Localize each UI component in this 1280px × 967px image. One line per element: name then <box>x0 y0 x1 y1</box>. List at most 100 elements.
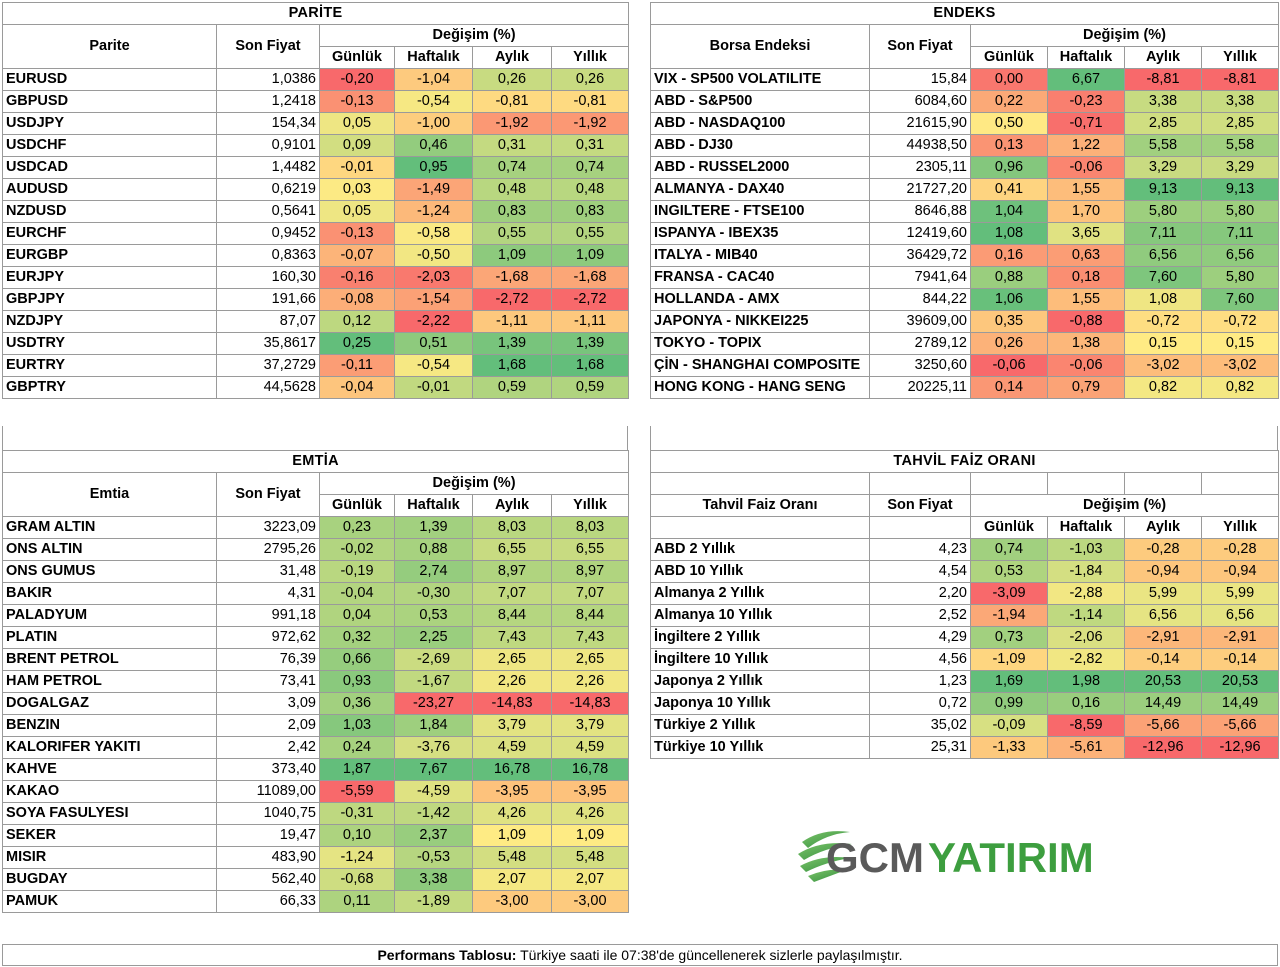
endeks-daily-header: Günlük <box>970 46 1048 69</box>
monthly-change: 5,48 <box>472 846 552 869</box>
yearly-change: 6,56 <box>1200 604 1280 627</box>
yearly-change: 2,85 <box>1200 112 1280 135</box>
weekly-change: -1,03 <box>1047 538 1125 561</box>
yearly-change: 0,83 <box>550 200 630 223</box>
last-price: 1,0386 <box>216 68 320 91</box>
daily-change: 0,13 <box>970 134 1048 157</box>
globe-swoosh-icon <box>798 831 852 882</box>
yearly-change: -1,68 <box>550 266 630 289</box>
parite-monthly-header: Aylık <box>472 46 552 69</box>
last-price: 8646,88 <box>869 200 971 223</box>
weekly-change: 0,88 <box>394 538 473 561</box>
instrument-name: AUDUSD <box>2 178 217 201</box>
yearly-change: -0,94 <box>1200 560 1280 583</box>
monthly-change: 3,29 <box>1124 156 1202 179</box>
weekly-change: -2,06 <box>1047 626 1125 649</box>
daily-change: -0,02 <box>319 538 395 561</box>
last-price: 44938,50 <box>869 134 971 157</box>
monthly-change: 5,58 <box>1124 134 1202 157</box>
daily-change: 0,53 <box>970 560 1048 583</box>
last-price: 972,62 <box>216 626 320 649</box>
daily-change: -0,19 <box>319 560 395 583</box>
table-row: Japonya 2 Yıllık 1,23 1,69 1,98 20,53 20,53 <box>650 670 1280 693</box>
weekly-change: -1,42 <box>394 802 473 825</box>
yearly-change: 2,65 <box>550 648 630 671</box>
monthly-change: 7,60 <box>1124 266 1202 289</box>
emtia-table: EMTİA Emtia Son Fiyat Değişim (%) Günlük… <box>1 450 630 913</box>
emtia-yearly-header: Yıllık <box>550 494 630 517</box>
emtia-change-header: Değişim (%) <box>318 472 630 495</box>
table-row: HONG KONG - HANG SENG 20225,11 0,14 0,79 0,8… <box>650 376 1280 399</box>
table-row: HAM PETROL 73,41 0,93 -1,67 2,26 2,26 <box>2 670 630 693</box>
yearly-change: -3,95 <box>550 780 630 803</box>
last-price: 35,8617 <box>216 332 320 355</box>
monthly-change: 20,53 <box>1124 670 1202 693</box>
last-price: 3223,09 <box>216 516 320 539</box>
table-row: BENZIN 2,09 1,03 1,84 3,79 3,79 <box>2 714 630 737</box>
monthly-change: -1,11 <box>472 310 552 333</box>
last-price: 21615,90 <box>869 112 971 135</box>
daily-change: 0,96 <box>970 156 1048 179</box>
instrument-name: NZDUSD <box>2 200 217 223</box>
instrument-name: KAHVE <box>2 758 217 781</box>
yearly-change: 5,80 <box>1200 266 1280 289</box>
daily-change: 0,35 <box>970 310 1048 333</box>
weekly-change: -0,54 <box>394 90 473 113</box>
instrument-name: Japonya 2 Yıllık <box>650 670 870 693</box>
instrument-name: ABD 2 Yıllık <box>650 538 870 561</box>
weekly-change: -1,67 <box>394 670 473 693</box>
yearly-change: 7,43 <box>550 626 630 649</box>
last-price: 35,02 <box>869 714 971 737</box>
instrument-name: MISIR <box>2 846 217 869</box>
instrument-name: SOYA FASULYESI <box>2 802 217 825</box>
tahvil-blank-cell <box>869 472 971 495</box>
instrument-name: ONS GUMUS <box>2 560 217 583</box>
table-row: ABD - RUSSEL2000 2305,11 0,96 -0,06 3,29 3,29 <box>650 156 1280 179</box>
monthly-change: -8,81 <box>1124 68 1202 91</box>
yearly-change: -0,81 <box>550 90 630 113</box>
parite-price-header: Son Fiyat <box>216 24 320 69</box>
yearly-change: 0,59 <box>550 376 630 399</box>
yearly-change: -5,66 <box>1200 714 1280 737</box>
weekly-change: 0,63 <box>1047 244 1125 267</box>
instrument-name: ALMANYA - DAX40 <box>650 178 870 201</box>
table-row: BAKIR 4,31 -0,04 -0,30 7,07 7,07 <box>2 582 630 605</box>
weekly-change: -1,84 <box>1047 560 1125 583</box>
footer-note: Performans Tablosu: Türkiye saati ile 07… <box>2 944 1278 966</box>
monthly-change: 3,79 <box>472 714 552 737</box>
monthly-change: -1,92 <box>472 112 552 135</box>
yearly-change: 0,31 <box>550 134 630 157</box>
instrument-name: USDCHF <box>2 134 217 157</box>
daily-change: 0,26 <box>970 332 1048 355</box>
last-price: 4,56 <box>869 648 971 671</box>
parite-title: PARİTE <box>1 2 630 25</box>
monthly-change: -0,14 <box>1124 648 1202 671</box>
instrument-name: ITALYA - MIB40 <box>650 244 870 267</box>
yearly-change: 0,55 <box>550 222 630 245</box>
gcm-yatirim-logo: GCM YATIRIM <box>792 820 1122 890</box>
last-price: 36429,72 <box>869 244 971 267</box>
tahvil-spacer-cell <box>650 516 870 539</box>
yearly-change: 3,79 <box>550 714 630 737</box>
last-price: 0,9101 <box>216 134 320 157</box>
yearly-change: -14,83 <box>550 692 630 715</box>
weekly-change: -0,50 <box>394 244 473 267</box>
instrument-name: Türkiye 2 Yıllık <box>650 714 870 737</box>
parite-table: PARİTE Parite Son Fiyat Değişim (%) Günl… <box>1 2 630 399</box>
yearly-change: 3,38 <box>1200 90 1280 113</box>
instrument-name: Türkiye 10 Yıllık <box>650 736 870 759</box>
parite-change-header: Değişim (%) <box>318 24 630 47</box>
emtia-panel: EMTİA Emtia Son Fiyat Değişim (%) Günlük… <box>1 450 630 913</box>
daily-change: 0,74 <box>970 538 1048 561</box>
weekly-change: -1,24 <box>394 200 473 223</box>
table-row: Japonya 10 Yıllık 0,72 0,99 0,16 14,49 14,49 <box>650 692 1280 715</box>
table-row: ITALYA - MIB40 36429,72 0,16 0,63 6,56 6,56 <box>650 244 1280 267</box>
weekly-change: -1,89 <box>394 890 473 913</box>
daily-change: 0,03 <box>319 178 395 201</box>
table-row: GBPUSD 1,2418 -0,13 -0,54 -0,81 -0,81 <box>2 90 630 113</box>
last-price: 20225,11 <box>869 376 971 399</box>
weekly-change: 0,46 <box>394 134 473 157</box>
daily-change: 1,06 <box>970 288 1048 311</box>
monthly-change: 0,59 <box>472 376 552 399</box>
monthly-change: 5,80 <box>1124 200 1202 223</box>
